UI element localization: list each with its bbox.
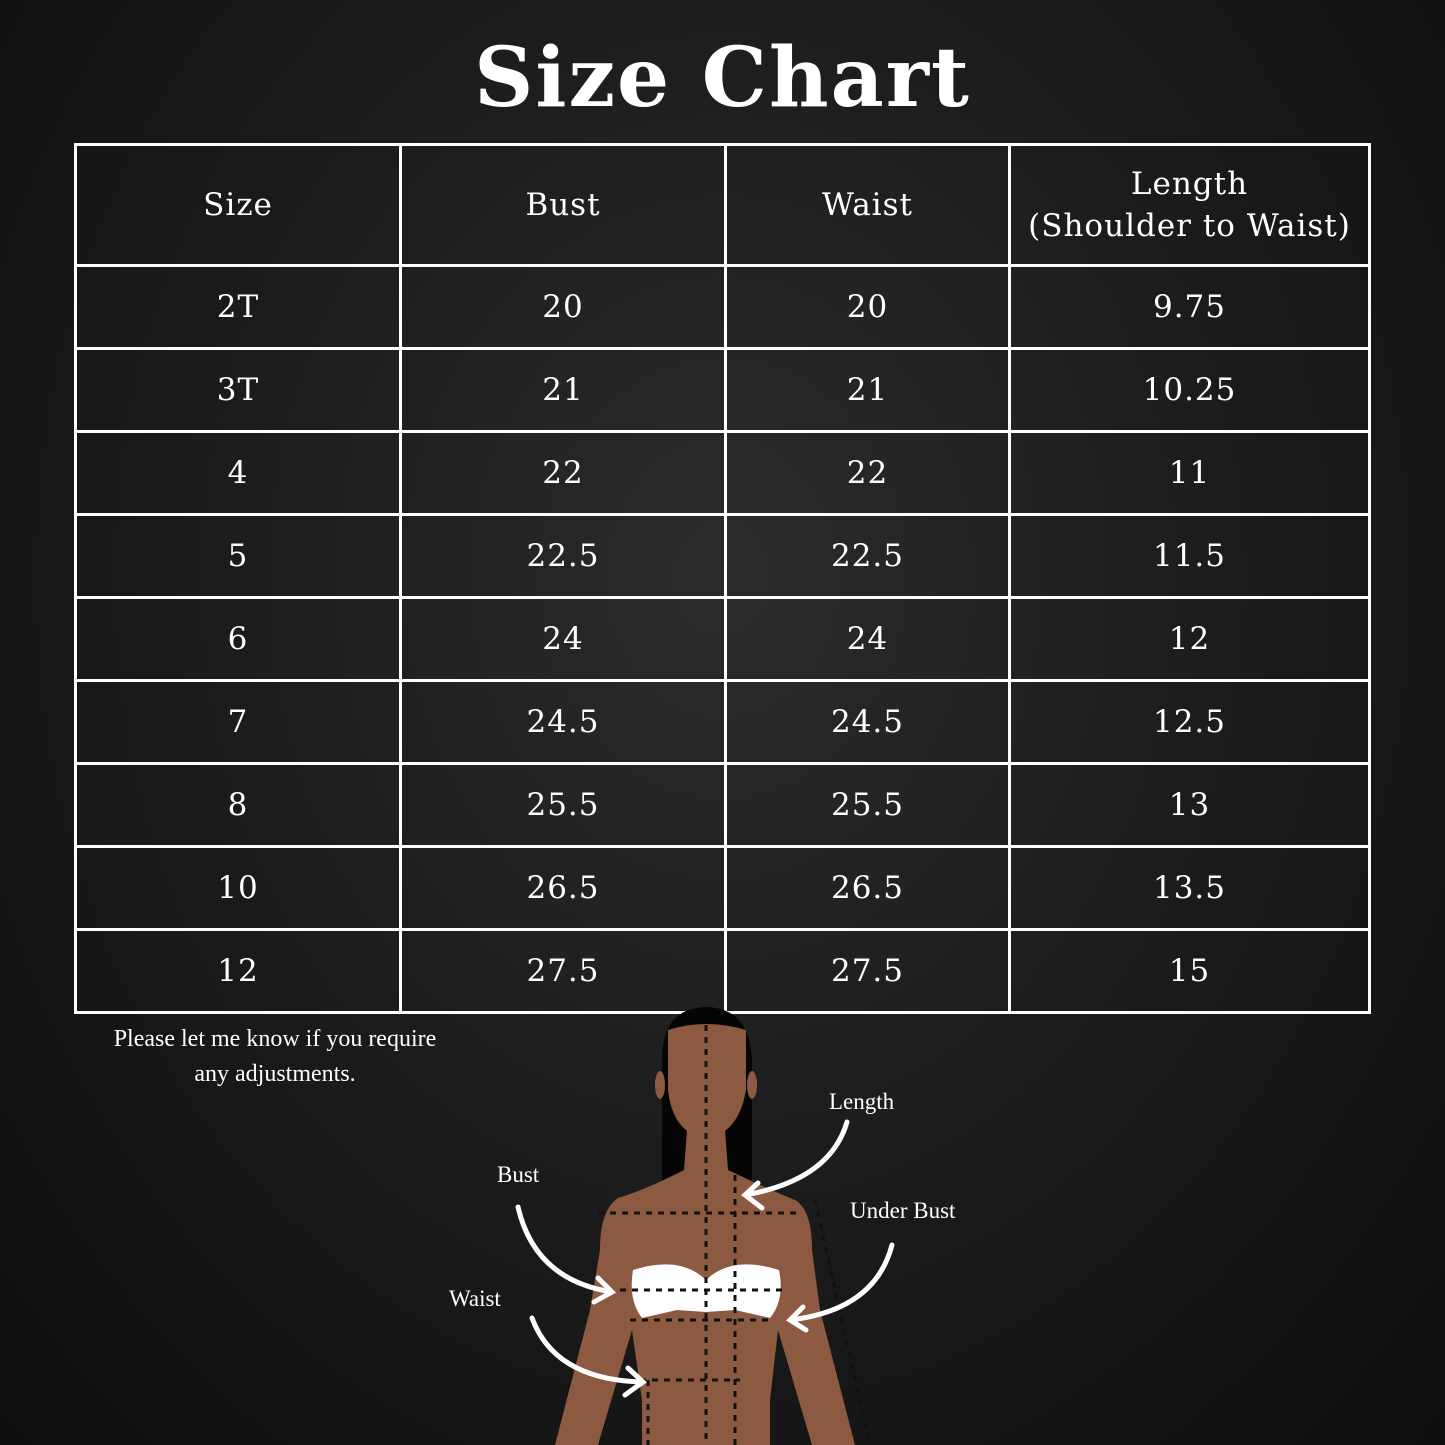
cell-size: 7 — [74, 679, 402, 765]
cell-waist: 24 — [724, 596, 1011, 682]
arrows — [515, 1119, 895, 1398]
bust-arrow-icon — [515, 1204, 617, 1305]
table-row: 12 27.5 27.5 15 — [74, 928, 1371, 1014]
table-row: 5 22.5 22.5 11.5 — [74, 513, 1371, 599]
header-length: Length (Shoulder to Waist) — [1008, 143, 1371, 267]
table-row: 3T 21 21 10.25 — [74, 347, 1371, 433]
cell-length: 10.25 — [1008, 347, 1371, 433]
cell-waist: 20 — [724, 264, 1011, 350]
cell-waist: 27.5 — [724, 928, 1011, 1014]
cell-bust: 25.5 — [399, 762, 727, 848]
label-length: Length — [829, 1089, 895, 1114]
head — [668, 1024, 746, 1135]
cell-length: 13 — [1008, 762, 1371, 848]
cell-waist: 24.5 — [724, 679, 1011, 765]
label-waist: Waist — [449, 1286, 501, 1311]
cell-length: 13.5 — [1008, 845, 1371, 931]
measurement-lines — [598, 1025, 872, 1445]
cell-size: 12 — [74, 928, 402, 1014]
table-row: 8 25.5 25.5 13 — [74, 762, 1371, 848]
label-bust: Bust — [497, 1162, 540, 1187]
cell-bust: 24 — [399, 596, 727, 682]
cell-waist: 22.5 — [724, 513, 1011, 599]
cell-waist: 22 — [724, 430, 1011, 516]
cell-bust: 26.5 — [399, 845, 727, 931]
page-title: Size Chart — [474, 30, 971, 126]
header-length-title: Length — [1130, 166, 1249, 202]
cell-size: 3T — [74, 347, 402, 433]
cell-size: 2T — [74, 264, 402, 350]
table-row: 7 24.5 24.5 12.5 — [74, 679, 1371, 765]
cell-size: 4 — [74, 430, 402, 516]
cell-size: 5 — [74, 513, 402, 599]
length-arrow-icon — [741, 1119, 850, 1211]
note-line: any adjustments. — [194, 1061, 356, 1087]
table-row: 2T 20 20 9.75 — [74, 264, 1371, 350]
cell-length: 12 — [1008, 596, 1371, 682]
cell-bust: 24.5 — [399, 679, 727, 765]
cell-length: 11 — [1008, 430, 1371, 516]
header-bust: Bust — [399, 143, 727, 267]
waist-arrow-icon — [529, 1315, 647, 1398]
table-row: 4 22 22 11 — [74, 430, 1371, 516]
cell-size: 6 — [74, 596, 402, 682]
cell-length: 9.75 — [1008, 264, 1371, 350]
cell-bust: 22 — [399, 430, 727, 516]
cell-bust: 21 — [399, 347, 727, 433]
cell-length: 15 — [1008, 928, 1371, 1014]
table-row: 6 24 24 12 — [74, 596, 1371, 682]
cell-bust: 20 — [399, 264, 727, 350]
cell-bust: 22.5 — [399, 513, 727, 599]
cell-bust: 27.5 — [399, 928, 727, 1014]
under-bust-arrow-icon — [786, 1242, 895, 1333]
header-length-subtitle: (Shoulder to Waist) — [1028, 208, 1351, 244]
adjustment-note: Please let me know if you require any ad… — [80, 1022, 470, 1092]
cell-waist: 26.5 — [724, 845, 1011, 931]
cell-length: 11.5 — [1008, 513, 1371, 599]
cell-length: 12.5 — [1008, 679, 1371, 765]
label-under-bust: Under Bust — [850, 1198, 956, 1223]
cell-waist: 25.5 — [724, 762, 1011, 848]
table-row: 10 26.5 26.5 13.5 — [74, 845, 1371, 931]
note-line: Please let me know if you require — [113, 1026, 437, 1052]
table-header-row: Size Bust Waist Length (Shoulder to Waist… — [74, 143, 1371, 267]
cell-size: 8 — [74, 762, 402, 848]
cell-waist: 21 — [724, 347, 1011, 433]
header-size: Size — [74, 143, 402, 267]
cell-size: 10 — [74, 845, 402, 931]
size-table: Size Bust Waist Length (Shoulder to Waist… — [74, 143, 1371, 1014]
header-waist: Waist — [724, 143, 1011, 267]
